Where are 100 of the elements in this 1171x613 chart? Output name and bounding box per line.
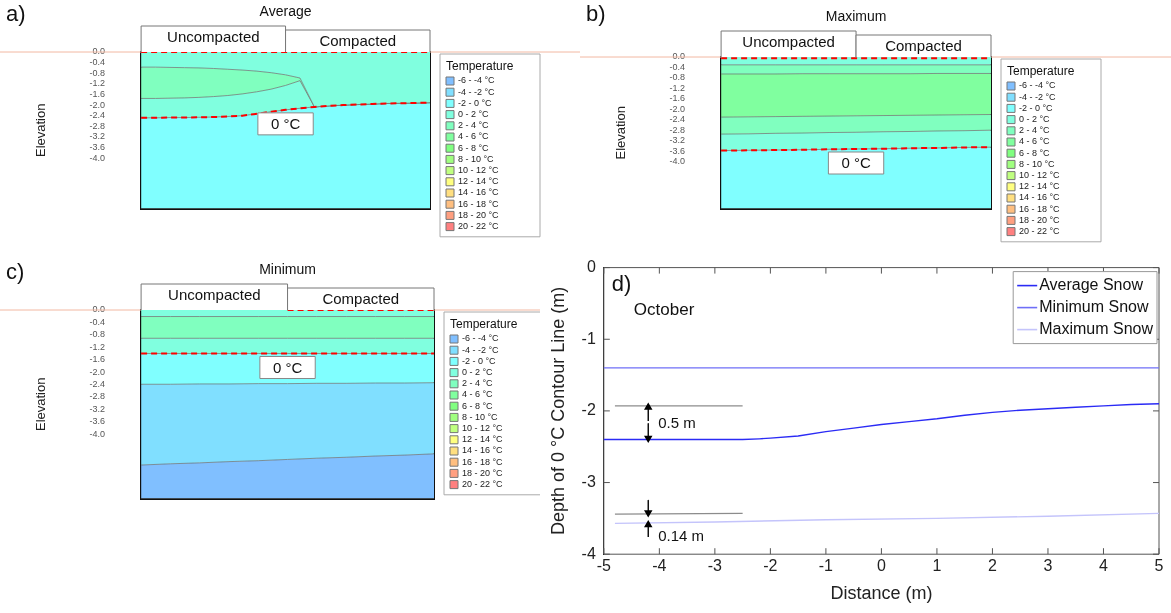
- x-tick-label: 2: [987, 557, 997, 575]
- y-tick-label: -4: [581, 544, 596, 562]
- legend-label: -4 - -2 °C: [462, 344, 500, 355]
- series-label: 0 °C: [841, 154, 871, 172]
- x-tick-label: -5: [596, 557, 612, 575]
- y-tick-label: -4.0: [89, 152, 106, 163]
- text: Compacted: [322, 290, 400, 308]
- legend-label: 6 - 8 °C: [462, 400, 494, 411]
- legend-label: 2 - 4 °C: [1019, 125, 1051, 136]
- x-tick-label: 0: [876, 557, 886, 575]
- text: a): [6, 1, 26, 27]
- legend-label: 6 - 8 °C: [1019, 147, 1051, 158]
- legend-label: -2 - 0 °C: [458, 97, 493, 108]
- text: Uncompacted: [168, 286, 261, 304]
- legend-label: 14 - 16 °C: [1019, 192, 1061, 203]
- legend-label: 4 - 6 °C: [458, 131, 490, 142]
- legend-label: 16 - 18 °C: [1019, 203, 1061, 214]
- legend-label: -6 - -4 °C: [1019, 80, 1057, 91]
- legend-label: -2 - 0 °C: [462, 355, 497, 366]
- text: b): [586, 1, 606, 27]
- legend-label: 12 - 14 °C: [458, 176, 500, 187]
- legend-label: 10 - 12 °C: [458, 165, 500, 176]
- legend-label: 12 - 14 °C: [1019, 181, 1061, 192]
- y-tick-label: -2.8: [89, 391, 106, 402]
- y-tick-label: 0.0: [92, 46, 106, 57]
- legend-label: -4 - -2 °C: [1019, 91, 1057, 102]
- legend-label: 4 - 6 °C: [462, 389, 494, 400]
- y-axis-title: Elevation: [33, 377, 49, 432]
- annotation: 0.14 m: [658, 527, 705, 545]
- legend-label: 2 - 4 °C: [462, 378, 494, 389]
- legend-label: Minimum Snow: [1039, 298, 1149, 316]
- legend-label: 14 - 16 °C: [462, 445, 504, 456]
- legend-label: 6 - 8 °C: [458, 142, 490, 153]
- y-tick-label: -2.8: [89, 120, 106, 131]
- legend-label: 16 - 18 °C: [458, 198, 500, 209]
- legend-label: 8 - 10 °C: [1019, 158, 1056, 169]
- legend-label: 0 - 2 °C: [462, 367, 494, 378]
- annotation: 0.5 m: [658, 413, 696, 431]
- legend-title: Temperature: [446, 59, 514, 74]
- legend-label: 10 - 12 °C: [1019, 170, 1061, 181]
- y-tick-label: -2.4: [89, 379, 106, 390]
- series-label: 0 °C: [272, 358, 303, 376]
- y-tick-label: -0.4: [669, 61, 686, 72]
- legend-label: -6 - -4 °C: [462, 333, 500, 344]
- y-axis-title: Elevation: [33, 103, 49, 158]
- legend-title: Temperature: [1007, 64, 1075, 79]
- chart-title: Minimum: [259, 261, 316, 277]
- x-tick-label: 4: [1099, 557, 1109, 575]
- y-tick-label: -4.0: [669, 156, 686, 167]
- y-tick-label: -2.0: [89, 99, 106, 110]
- x-tick-label: -4: [652, 557, 667, 575]
- y-tick-label: 0.0: [672, 51, 686, 62]
- text: Compacted: [319, 32, 397, 50]
- y-tick-label: -3.6: [89, 416, 106, 427]
- legend-label: 18 - 20 °C: [458, 209, 500, 220]
- text: c): [6, 259, 25, 285]
- legend-label: 2 - 4 °C: [458, 120, 490, 131]
- x-axis-title: Distance (m): [830, 583, 933, 604]
- legend-label: 14 - 16 °C: [458, 187, 500, 198]
- y-tick-label: -1: [581, 329, 596, 347]
- y-tick-label: -1.6: [669, 93, 686, 104]
- text: Uncompacted: [742, 33, 835, 51]
- legend-label: 16 - 18 °C: [462, 456, 504, 467]
- legend-label: 0 - 2 °C: [1019, 114, 1051, 125]
- x-tick-label: 1: [932, 557, 942, 575]
- y-tick-label: -0.4: [89, 316, 106, 327]
- y-tick-label: 0: [586, 258, 596, 276]
- annotation: d): [611, 270, 632, 296]
- legend-label: -2 - 0 °C: [1019, 102, 1054, 113]
- legend-label: 20 - 22 °C: [458, 221, 500, 232]
- y-tick-label: -2.0: [669, 103, 686, 114]
- y-tick-label: -1.2: [89, 341, 106, 352]
- legend-label: 18 - 20 °C: [462, 467, 504, 478]
- y-tick-label: -1.6: [89, 354, 106, 365]
- y-tick-label: -3.2: [669, 135, 686, 146]
- y-tick-label: -2.4: [89, 110, 106, 121]
- x-tick-label: -3: [707, 557, 723, 575]
- y-tick-label: -1.2: [89, 78, 106, 89]
- legend-label: -4 - -2 °C: [458, 86, 496, 97]
- y-axis-title: Depth of 0 °C Contour Line (m): [547, 286, 568, 536]
- y-tick-label: -3.6: [89, 142, 106, 153]
- x-tick-label: -2: [763, 557, 778, 575]
- y-tick-label: -2.0: [89, 366, 106, 377]
- x-tick-label: -1: [818, 557, 834, 575]
- y-tick-label: 0.0: [92, 304, 106, 315]
- legend-label: 20 - 22 °C: [462, 479, 504, 490]
- chart-title: Maximum: [825, 8, 887, 24]
- legend-label: Maximum Snow: [1039, 320, 1154, 338]
- annotation: October: [633, 299, 695, 319]
- text: Uncompacted: [167, 28, 260, 46]
- y-tick-label: -1.6: [89, 88, 106, 99]
- legend-title: Temperature: [450, 317, 518, 332]
- y-tick-label: -0.8: [89, 67, 106, 78]
- text: Compacted: [885, 37, 962, 55]
- chart-title: Average: [259, 3, 312, 19]
- legend-label: 4 - 6 °C: [1019, 136, 1051, 147]
- y-tick-label: -1.2: [669, 82, 686, 93]
- y-tick-label: -0.4: [89, 57, 106, 68]
- y-tick-label: -0.8: [89, 329, 106, 340]
- y-tick-label: -2.8: [669, 124, 686, 135]
